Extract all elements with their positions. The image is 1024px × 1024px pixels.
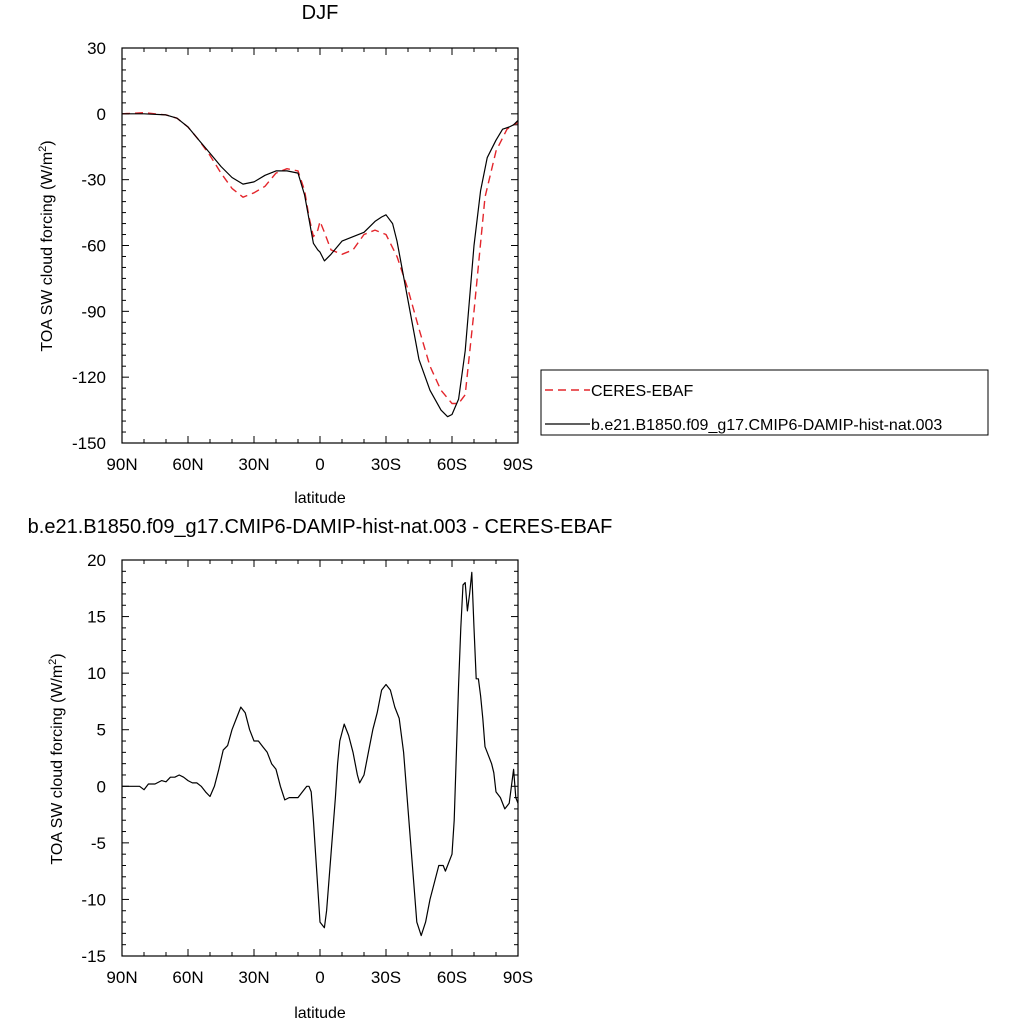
y-tick-label: 30 (87, 39, 106, 58)
y-tick-label: -30 (81, 171, 106, 190)
x-tick-label: 30S (371, 455, 401, 474)
series-line-b-e21-b1850-f09-g17-cmip6-damip-hist-nat-003 (122, 113, 519, 418)
panel1-ticks: 90N 60N 30N 0 30S 60S 90S 30 0 -30 -60 -90 -120 -150 (72, 39, 533, 474)
top-panel: DJF 90N 60N 30N 0 30S 60S 90S 30 0 -30 -60 -90 -120 -… (37, 2, 989, 507)
legend-box (540, 369, 989, 436)
y-tick-label: 0 (97, 105, 106, 124)
y-tick-label: 15 (87, 608, 106, 627)
x-tick-label: 60N (172, 455, 203, 474)
x-tick-label: 90S (503, 968, 533, 987)
x-tick-label: 30S (371, 968, 401, 987)
x-tick-label: 90S (503, 455, 533, 474)
legend: CERES-EBAF b.e21.B1850.f09_g17.CMIP6-DAM… (540, 369, 989, 436)
y-tick-label: -60 (81, 237, 106, 256)
x-tick-label: 90N (106, 455, 137, 474)
x-tick-label: 0 (315, 968, 324, 987)
legend-label-model: b.e21.B1850.f09_g17.CMIP6-DAMIP-hist-nat… (591, 417, 942, 434)
x-tick-label: 30N (238, 968, 269, 987)
series-line-ceres-ebaf (121, 111, 519, 405)
y-tick-label: -5 (91, 834, 106, 853)
panel1-xlabel: latitude (294, 490, 346, 507)
panel2-title: b.e21.B1850.f09_g17.CMIP6-DAMIP-hist-nat… (28, 516, 613, 538)
y-tick-label: 20 (87, 551, 106, 570)
panel2-xlabel: latitude (294, 1005, 346, 1022)
panel1-title: DJF (302, 2, 339, 24)
x-tick-label: 30N (238, 455, 269, 474)
x-tick-label: 90N (106, 968, 137, 987)
legend-label-ceres: CERES-EBAF (591, 383, 693, 400)
y-tick-label: -15 (81, 947, 106, 966)
panel1-series (121, 111, 519, 418)
x-tick-label: 60N (172, 968, 203, 987)
x-tick-label: 60S (437, 455, 467, 474)
x-tick-label: 60S (437, 968, 467, 987)
y-tick-label: -90 (81, 302, 106, 321)
y-tick-label: 10 (87, 664, 106, 683)
y-tick-label: -120 (72, 368, 106, 387)
bottom-panel: b.e21.B1850.f09_g17.CMIP6-DAMIP-hist-nat… (28, 516, 613, 1022)
y-tick-label: 5 (97, 721, 106, 740)
panel2-ticks: 90N 60N 30N 0 30S 60S 90S 20 15 10 5 0 -5 -10 -15 (81, 551, 533, 987)
panel2-series (122, 571, 519, 937)
x-tick-label: 0 (315, 455, 324, 474)
y-tick-label: 0 (97, 777, 106, 796)
panel1-ylabel: TOA SW cloud forcing (W/m2) (37, 140, 56, 351)
series-line-difference (122, 571, 519, 937)
y-tick-label: -150 (72, 434, 106, 453)
y-tick-label: -10 (81, 890, 106, 909)
panel2-frame (121, 559, 519, 957)
panel2-ylabel: TOA SW cloud forcing (W/m2) (47, 653, 66, 864)
panel1-frame (121, 47, 519, 444)
